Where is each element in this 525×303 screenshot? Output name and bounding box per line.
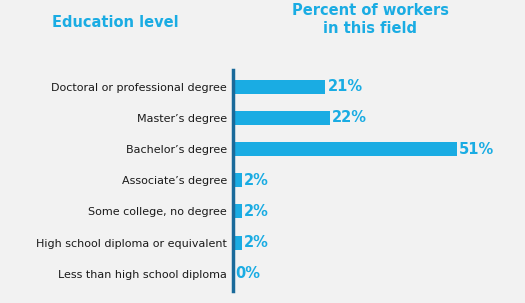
Bar <box>233 173 242 187</box>
Text: 22%: 22% <box>332 111 367 125</box>
Text: 21%: 21% <box>328 79 363 94</box>
Text: 2%: 2% <box>244 173 269 188</box>
Text: 0%: 0% <box>235 266 260 281</box>
Bar <box>233 142 457 156</box>
Bar <box>233 111 330 125</box>
Text: 51%: 51% <box>459 142 494 157</box>
Bar <box>233 236 242 250</box>
Text: 2%: 2% <box>244 204 269 219</box>
Text: Education level: Education level <box>52 15 179 30</box>
Text: 2%: 2% <box>244 235 269 250</box>
Bar <box>233 80 325 94</box>
Text: Percent of workers
in this field: Percent of workers in this field <box>291 3 449 36</box>
Bar <box>233 205 242 218</box>
